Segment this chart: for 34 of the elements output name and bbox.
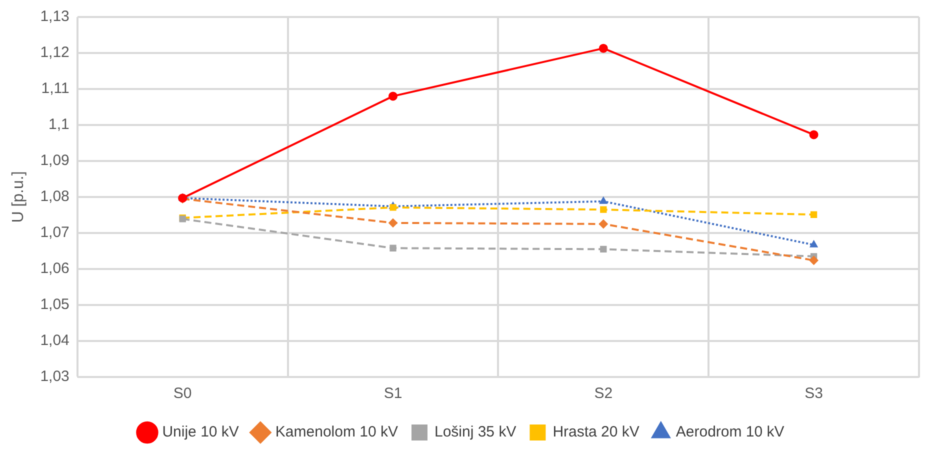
point: [600, 206, 607, 213]
y-tick-label: 1,13: [40, 8, 70, 26]
x-tick-label: S0: [173, 385, 192, 402]
y-tick-label: 1,1: [48, 116, 70, 134]
point: [809, 130, 818, 140]
x-tick-label: S3: [804, 385, 823, 402]
point: [600, 246, 607, 253]
x-tick-label: S2: [594, 385, 613, 402]
legend-label: Hrasta 20 kV: [552, 424, 640, 441]
y-tick-label: 1,05: [40, 296, 70, 314]
point: [599, 196, 608, 204]
point: [810, 211, 818, 218]
point: [390, 204, 396, 211]
y-tick-label: 1,04: [40, 332, 70, 350]
legend-label: Kamenolom 10 kV: [275, 424, 398, 441]
point: [598, 44, 608, 53]
y-tick-label: 1,07: [40, 224, 70, 242]
y-axis-title: U [p.u.]: [10, 171, 28, 223]
point: [809, 256, 818, 265]
legend-label: Unije 10 kV: [162, 424, 239, 441]
y-tick-label: 1,12: [40, 44, 70, 62]
point: [390, 244, 396, 252]
x-tick-label: S1: [384, 385, 402, 402]
y-tick-label: 1,08: [40, 188, 70, 206]
y-tick-label: 1,06: [40, 260, 70, 278]
legend-label: Aerodrom 10 kV: [676, 424, 784, 441]
y-tick-label: 1,03: [40, 368, 70, 386]
point: [388, 218, 398, 228]
y-tick-label: 1,11: [41, 80, 70, 98]
point: [598, 220, 608, 228]
point: [810, 240, 818, 248]
point: [388, 92, 398, 101]
legend-label: Lošinj 35 kV: [434, 424, 516, 441]
y-tick-label: 1,09: [40, 152, 70, 170]
